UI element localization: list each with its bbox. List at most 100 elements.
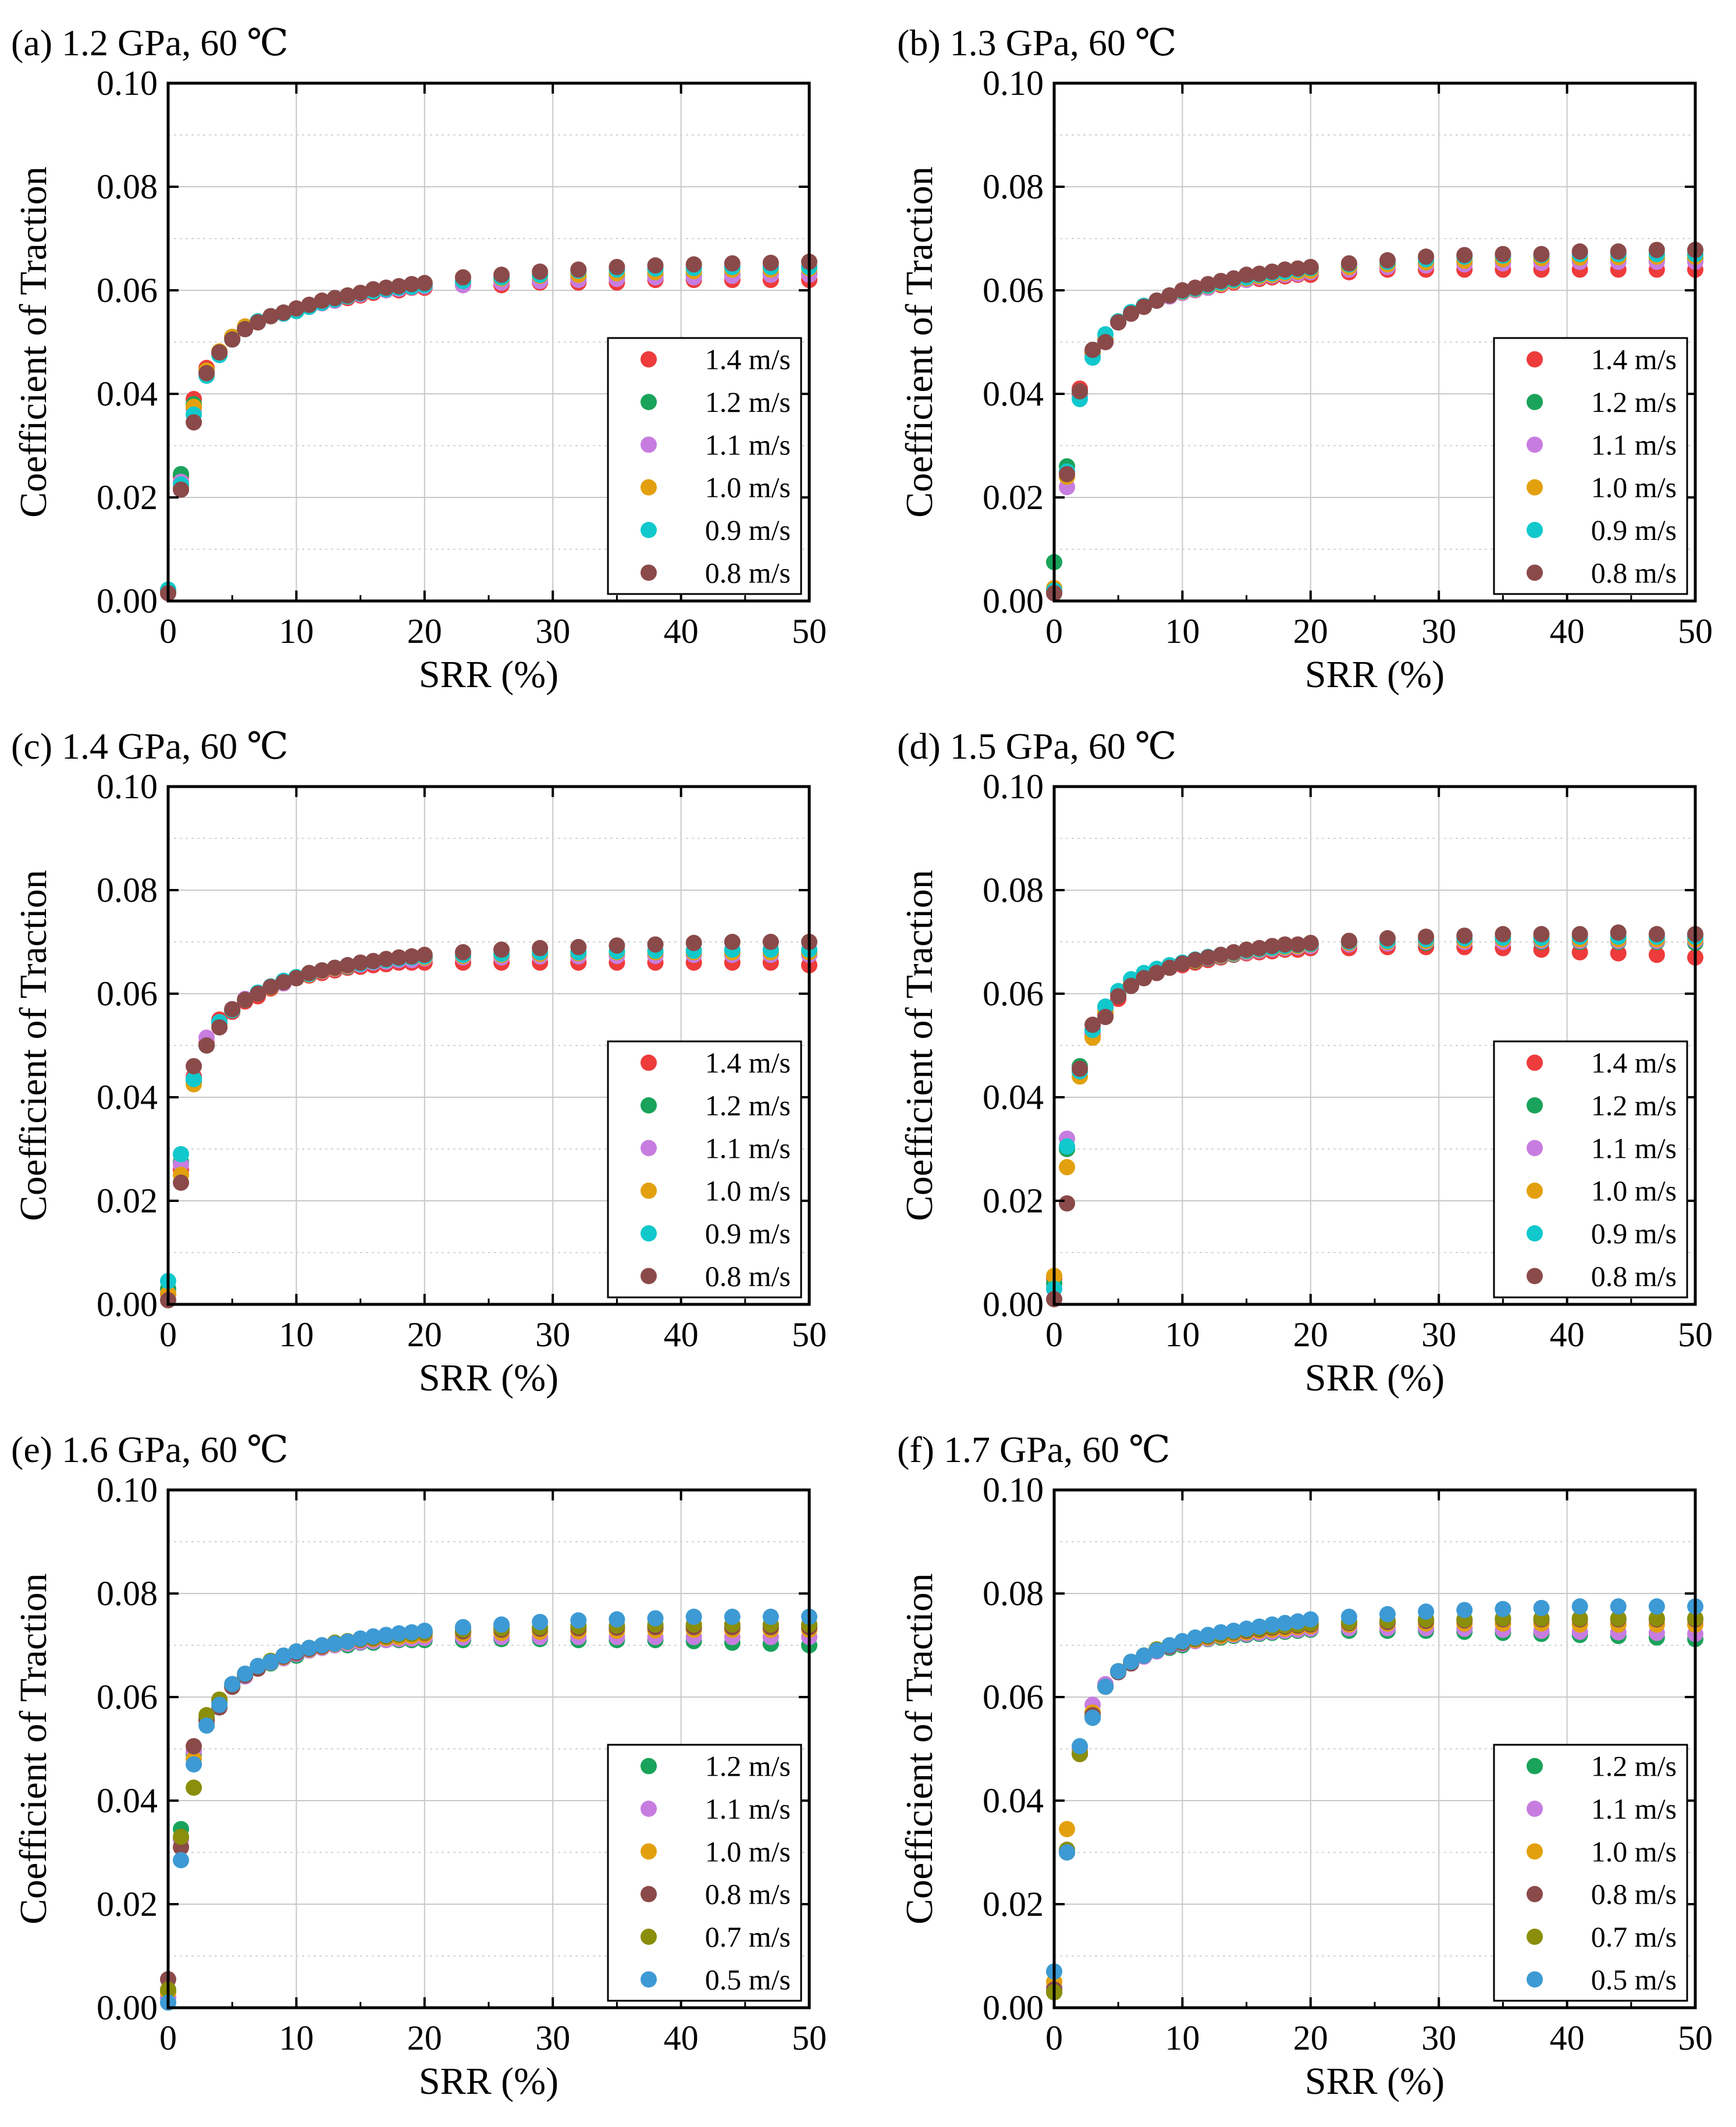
data-point <box>1610 924 1627 941</box>
data-point <box>1110 988 1127 1005</box>
x-tick-label: 50 <box>1678 2019 1713 2057</box>
y-tick-label: 0.08 <box>97 1574 158 1613</box>
data-point <box>186 1756 202 1773</box>
data-point <box>532 1613 549 1630</box>
legend-box <box>607 1744 802 2002</box>
data-point <box>1097 1678 1114 1695</box>
data-point <box>1084 1016 1101 1033</box>
legend-label: 0.7 m/s <box>705 1920 791 1953</box>
data-point <box>1379 930 1396 947</box>
y-tick-label: 0.00 <box>97 582 158 620</box>
y-tick-label: 0.06 <box>983 271 1044 310</box>
y-tick-label: 0.04 <box>983 1078 1044 1116</box>
data-point <box>1302 934 1319 951</box>
data-point <box>1648 926 1665 942</box>
legend-marker <box>641 1225 657 1242</box>
x-tick-label: 20 <box>407 2019 442 2057</box>
data-point <box>1251 265 1268 282</box>
legend-label: 1.2 m/s <box>705 1089 791 1122</box>
data-point <box>1456 247 1473 264</box>
data-point <box>1648 241 1665 258</box>
data-point <box>1495 246 1511 262</box>
data-point <box>1610 1610 1627 1627</box>
data-point <box>1187 279 1204 296</box>
data-point <box>1187 952 1204 969</box>
data-point <box>1148 1642 1165 1659</box>
data-point <box>647 936 664 953</box>
data-point <box>301 1639 318 1656</box>
data-point <box>609 258 625 275</box>
data-point <box>1161 287 1178 304</box>
data-point <box>724 934 741 950</box>
data-point <box>211 1696 228 1713</box>
legend-label: 1.0 m/s <box>705 1175 791 1207</box>
x-tick-label: 50 <box>792 1315 827 1354</box>
data-point <box>1059 465 1076 482</box>
data-point <box>493 1616 510 1633</box>
data-point <box>1136 970 1152 987</box>
data-point <box>1302 258 1319 275</box>
x-tick-label: 40 <box>1550 1315 1585 1354</box>
legend-marker <box>641 1182 657 1199</box>
data-point <box>314 1637 330 1653</box>
x-axis-title: SRR (%) <box>1305 1357 1445 1399</box>
data-point <box>1276 936 1293 953</box>
legend-marker <box>1527 351 1543 368</box>
legend-label: 1.2 m/s <box>705 386 791 418</box>
data-point <box>1648 1598 1665 1615</box>
data-point <box>1212 1624 1229 1641</box>
y-tick-label: 0.10 <box>983 64 1044 102</box>
data-point <box>1340 1609 1357 1626</box>
y-axis-title: Coefficient of Traction <box>898 870 941 1221</box>
legend-marker <box>641 351 657 368</box>
data-point <box>365 1628 382 1645</box>
legend-marker <box>1527 1140 1543 1157</box>
x-tick-label: 30 <box>1421 612 1456 650</box>
data-point <box>1097 334 1114 350</box>
data-point <box>570 1612 587 1629</box>
data-point <box>762 254 779 271</box>
legend-marker <box>1527 1758 1543 1774</box>
y-tick-label: 0.10 <box>97 767 158 806</box>
x-tick-label: 40 <box>664 612 699 650</box>
data-point <box>1456 1602 1473 1619</box>
x-tick-label: 0 <box>159 1315 177 1354</box>
data-point <box>301 296 318 313</box>
data-point <box>1059 1159 1076 1176</box>
data-point <box>237 1665 254 1682</box>
y-tick-label: 0.00 <box>983 1285 1044 1324</box>
data-point <box>1059 1195 1076 1212</box>
data-point <box>1123 305 1140 322</box>
legend-label: 1.0 m/s <box>1591 1175 1677 1207</box>
legend-box <box>607 1040 802 1299</box>
data-point <box>1212 947 1229 963</box>
x-tick-label: 0 <box>159 612 177 650</box>
y-tick-label: 0.02 <box>97 478 158 517</box>
data-point <box>1533 246 1550 262</box>
data-point <box>1059 1138 1076 1155</box>
data-point <box>352 954 369 971</box>
data-point <box>609 937 625 954</box>
y-tick-label: 0.10 <box>97 64 158 102</box>
chart-title: (a) 1.2 GPa, 60 ℃ <box>11 22 289 63</box>
legend: 1.4 m/s 1.2 m/s 1.1 m/s 1.0 m/s 0.9 m/s 0.8 m… <box>1493 337 1688 595</box>
legend-label: 1.4 m/s <box>1591 1047 1677 1079</box>
data-point <box>173 1829 190 1845</box>
legend-label: 0.8 m/s <box>705 1878 791 1911</box>
chart-panel: (e) 1.6 GPa, 60 ℃ 0 10 20 30 40 50 0.00 0.02 0.04… <box>11 1429 827 2103</box>
data-point <box>1571 243 1588 260</box>
y-tick-label: 0.06 <box>97 974 158 1013</box>
y-tick-label: 0.00 <box>97 1285 158 1324</box>
legend-label: 0.8 m/s <box>1591 1260 1677 1292</box>
legend-marker <box>641 564 657 581</box>
legend-marker <box>641 1801 657 1817</box>
x-tick-label: 50 <box>792 2019 827 2057</box>
x-tick-label: 40 <box>664 2019 699 2057</box>
data-points <box>160 254 817 602</box>
data-point <box>339 287 356 304</box>
legend-marker <box>1527 1225 1543 1242</box>
legend-label: 1.0 m/s <box>1591 471 1677 504</box>
y-tick-label: 0.10 <box>983 1471 1044 1509</box>
data-point <box>326 290 343 307</box>
